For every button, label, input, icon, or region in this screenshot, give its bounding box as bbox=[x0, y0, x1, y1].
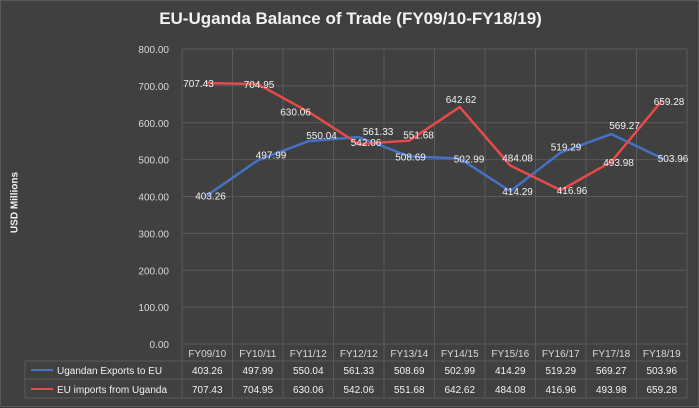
data-label: 416.96 bbox=[557, 186, 588, 197]
x-tick-label: FY09/10 bbox=[188, 349, 226, 360]
data-label: 551.68 bbox=[403, 131, 434, 142]
y-tick-label: 500.00 bbox=[138, 156, 169, 167]
y-tick-label: 800.00 bbox=[138, 45, 169, 56]
x-tick-label: FY12/12 bbox=[340, 349, 378, 360]
data-label: 403.26 bbox=[195, 191, 226, 202]
table-cell: 542.06 bbox=[343, 385, 374, 396]
table-cell: 416.96 bbox=[545, 385, 576, 396]
data-label: 642.62 bbox=[446, 95, 477, 106]
legend-label: EU imports from Uganda bbox=[57, 385, 167, 396]
data-label: 569.27 bbox=[609, 121, 640, 132]
data-label: 707.43 bbox=[183, 79, 214, 90]
y-tick-label: 700.00 bbox=[138, 82, 169, 93]
table-cell: 630.06 bbox=[293, 385, 324, 396]
data-label: 502.99 bbox=[454, 155, 485, 166]
table-cell: 569.27 bbox=[596, 366, 627, 377]
table-cell: 704.95 bbox=[242, 385, 273, 396]
x-tick-label: FY17/18 bbox=[592, 349, 630, 360]
y-tick-label: 400.00 bbox=[138, 193, 169, 204]
table-cell: 519.29 bbox=[545, 366, 576, 377]
table-cell: 502.99 bbox=[444, 366, 475, 377]
table-cell: 659.28 bbox=[646, 385, 677, 396]
data-label: 508.69 bbox=[395, 152, 426, 163]
x-tick-label: FY18/19 bbox=[643, 349, 681, 360]
table-cell: 403.26 bbox=[192, 366, 223, 377]
table-cell: 561.33 bbox=[343, 366, 374, 377]
data-label: 630.06 bbox=[280, 108, 311, 119]
data-label: 503.96 bbox=[658, 154, 689, 165]
legend-label: Ugandan Exports to EU bbox=[57, 366, 162, 377]
data-label: 414.29 bbox=[502, 187, 533, 198]
data-label: 493.98 bbox=[603, 158, 634, 169]
table-cell: 414.29 bbox=[495, 366, 526, 377]
x-tick-label: FY16/17 bbox=[542, 349, 580, 360]
table-cell: 508.69 bbox=[394, 366, 425, 377]
chart-title: EU-Uganda Balance of Trade (FY09/10-FY18… bbox=[159, 9, 542, 28]
table-cell: 707.43 bbox=[192, 385, 223, 396]
x-tick-label: FY15/16 bbox=[491, 349, 529, 360]
table-cell: 551.68 bbox=[394, 385, 425, 396]
table-cell: 493.98 bbox=[596, 385, 627, 396]
x-tick-label: FY11/12 bbox=[290, 349, 327, 360]
data-label: 484.08 bbox=[502, 153, 533, 164]
y-tick-label: 300.00 bbox=[138, 229, 169, 240]
y-tick-label: 200.00 bbox=[138, 266, 169, 277]
data-label: 550.04 bbox=[306, 131, 337, 142]
data-label: 659.28 bbox=[654, 97, 685, 108]
table-cell: 497.99 bbox=[242, 366, 273, 377]
table-cell: 484.08 bbox=[495, 385, 526, 396]
y-tick-label: 600.00 bbox=[138, 119, 169, 130]
x-tick-label: FY10/11 bbox=[239, 349, 276, 360]
x-tick-label: FY14/15 bbox=[441, 349, 479, 360]
table-cell: 550.04 bbox=[293, 366, 324, 377]
table-cell: 503.96 bbox=[646, 366, 677, 377]
data-label: 561.33 bbox=[363, 127, 394, 138]
table-cell: 642.62 bbox=[444, 385, 475, 396]
y-tick-label: 0.00 bbox=[150, 340, 170, 351]
data-label: 519.29 bbox=[551, 143, 582, 154]
y-tick-label: 100.00 bbox=[138, 303, 169, 314]
x-tick-label: FY13/14 bbox=[390, 349, 428, 360]
data-label: 497.99 bbox=[256, 150, 287, 161]
data-label: 704.95 bbox=[244, 80, 275, 91]
series-line-1 bbox=[206, 132, 663, 197]
data-label: 542.06 bbox=[351, 138, 382, 149]
series-line-2 bbox=[206, 81, 663, 192]
